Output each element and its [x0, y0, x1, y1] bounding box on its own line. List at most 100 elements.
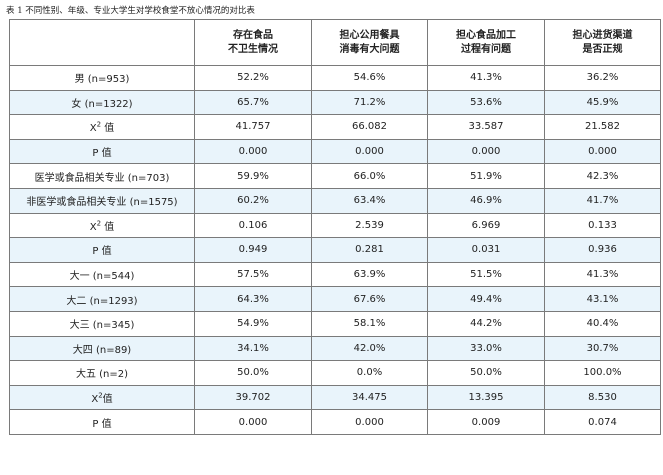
row-label-cell: X2 值 [9, 212, 195, 239]
value-cell: 34.1% [194, 335, 312, 362]
value-cell: 63.9% [311, 261, 428, 288]
value-cell: 21.582 [544, 114, 661, 140]
table-row: X2 值 41.757 66.082 33.587 21.582 [9, 114, 661, 140]
value-cell: 59.9% [194, 163, 312, 189]
table-row: X2 值 0.106 2.539 6.969 0.133 [9, 212, 661, 239]
value-cell: 0.936 [544, 237, 661, 263]
value-cell: 40.4% [544, 310, 661, 337]
value-cell: 100.0% [544, 360, 661, 386]
row-label-cell: P 值 [9, 138, 195, 165]
value-cell: 0.106 [194, 212, 312, 239]
row-label: P 值 [92, 418, 112, 430]
column-header-line: 担心食品加工 [456, 29, 516, 41]
table-row: P 值 0.949 0.281 0.031 0.936 [9, 237, 661, 263]
chi-square-symbol: X [89, 221, 97, 233]
row-label: 女 (n=1322) [71, 98, 133, 110]
table-row: 大五 (n=2) 50.0% 0.0% 50.0% 100.0% [9, 360, 661, 386]
row-label-cell: 大三 (n=345) [9, 310, 195, 337]
chi-square-symbol: X [89, 123, 97, 135]
column-header-line: 过程有问题 [461, 43, 511, 55]
table-row: P 值 0.000 0.000 0.009 0.074 [9, 409, 661, 435]
value-cell: 65.7% [194, 89, 312, 116]
value-cell: 71.2% [311, 89, 428, 116]
row-label: 大四 (n=89) [72, 344, 132, 356]
value-cell: 0.000 [544, 138, 661, 165]
row-label-cell: 大四 (n=89) [9, 335, 195, 362]
value-cell: 0.009 [427, 409, 545, 435]
value-cell: 50.0% [194, 360, 312, 386]
row-label: 大五 (n=2) [75, 369, 129, 381]
value-cell: 0.074 [544, 409, 661, 435]
column-header-line: 消毒有大问题 [339, 43, 400, 55]
value-cell: 58.1% [311, 310, 428, 337]
column-header: 担心公用餐具 消毒有大问题 [311, 19, 428, 66]
value-cell: 34.475 [311, 384, 428, 411]
value-cell: 39.702 [194, 384, 312, 411]
value-cell: 45.9% [544, 89, 661, 116]
value-cell: 51.5% [427, 261, 545, 288]
row-label-cell: 男 (n=953) [9, 65, 195, 91]
table-row: 大二 (n=1293) 64.3% 67.6% 49.4% 43.1% [9, 286, 661, 312]
value-cell: 46.9% [427, 187, 545, 214]
chi-square-symbol: X [91, 394, 99, 406]
table-header-row: 存在食品 不卫生情况 担心公用餐具 消毒有大问题 担心食品加工 过程有问题 担心… [9, 19, 661, 66]
value-cell: 44.2% [427, 310, 545, 337]
value-cell: 54.9% [194, 310, 312, 337]
chi-square-superscript: 2 [96, 121, 102, 130]
column-header-line: 存在食品 [233, 29, 273, 41]
row-label: 大二 (n=1293) [66, 295, 138, 307]
row-label: 值 [101, 123, 115, 135]
column-header: 担心进货渠道 是否正规 [544, 19, 661, 66]
column-header-line: 担心进货渠道 [572, 29, 633, 41]
column-header-line: 是否正规 [582, 43, 623, 55]
value-cell: 60.2% [194, 187, 312, 214]
row-label-cell: 非医学或食品相关专业 (n=1575) [9, 187, 195, 214]
row-label-cell: 医学或食品相关专业 (n=703) [9, 163, 195, 189]
table-row: 非医学或食品相关专业 (n=1575) 60.2% 63.4% 46.9% 41.7% [9, 187, 661, 214]
row-label: 非医学或食品相关专业 (n=1575) [26, 197, 178, 209]
row-label: P 值 [92, 148, 112, 160]
table-row: 大四 (n=89) 34.1% 42.0% 33.0% 30.7% [9, 335, 661, 362]
row-label-cell: 女 (n=1322) [9, 89, 195, 116]
row-label-cell: 大二 (n=1293) [9, 286, 195, 312]
value-cell: 57.5% [194, 261, 312, 288]
row-label: 医学或食品相关专业 (n=703) [34, 172, 170, 184]
table-row: 女 (n=1322) 65.7% 71.2% 53.6% 45.9% [9, 89, 661, 116]
row-label: P 值 [92, 246, 112, 258]
value-cell: 13.395 [427, 384, 545, 411]
value-cell: 53.6% [427, 89, 545, 116]
table-row: 大一 (n=544) 57.5% 63.9% 51.5% 41.3% [9, 261, 661, 288]
value-cell: 33.0% [427, 335, 545, 362]
value-cell: 2.539 [311, 212, 428, 239]
row-label-cell: X2 值 [9, 114, 195, 140]
column-header: 担心食品加工 过程有问题 [427, 19, 545, 66]
row-label: 值 [101, 221, 115, 233]
row-label-cell: 大一 (n=544) [9, 261, 195, 288]
value-cell: 42.0% [311, 335, 428, 362]
value-cell: 0.133 [544, 212, 661, 239]
table-row: 大三 (n=345) 54.9% 58.1% 44.2% 40.4% [9, 310, 661, 337]
table-row: P 值 0.000 0.000 0.000 0.000 [9, 138, 661, 165]
comparison-table: 存在食品 不卫生情况 担心公用餐具 消毒有大问题 担心食品加工 过程有问题 担心… [9, 19, 661, 435]
row-label: 男 (n=953) [74, 74, 130, 86]
row-label-cell: X2值 [9, 384, 195, 411]
table-body: 男 (n=953) 52.2% 54.6% 41.3% 36.2% 女 (n=1322) 6… [9, 65, 661, 435]
chi-square-superscript: 2 [96, 219, 102, 228]
value-cell: 0.281 [311, 237, 428, 263]
column-header-line: 不卫生情况 [228, 43, 278, 55]
value-cell: 43.1% [544, 286, 661, 312]
row-label-cell: P 值 [9, 237, 195, 263]
value-cell: 41.757 [194, 114, 312, 140]
value-cell: 0.000 [194, 138, 312, 165]
value-cell: 0.000 [311, 409, 428, 435]
value-cell: 52.2% [194, 65, 312, 91]
table-row: 男 (n=953) 52.2% 54.6% 41.3% 36.2% [9, 65, 661, 91]
value-cell: 0.000 [311, 138, 428, 165]
value-cell: 0.000 [427, 138, 545, 165]
value-cell: 42.3% [544, 163, 661, 189]
value-cell: 67.6% [311, 286, 428, 312]
value-cell: 30.7% [544, 335, 661, 362]
table-row: 医学或食品相关专业 (n=703) 59.9% 66.0% 51.9% 42.3% [9, 163, 661, 189]
value-cell: 54.6% [311, 65, 428, 91]
value-cell: 66.0% [311, 163, 428, 189]
